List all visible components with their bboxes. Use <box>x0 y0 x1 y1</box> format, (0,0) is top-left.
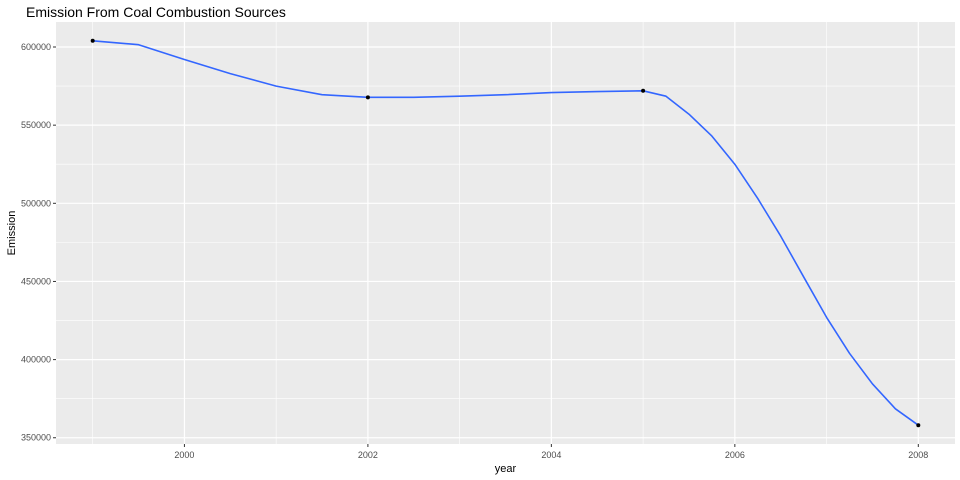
y-axis-title: Emission <box>6 211 18 256</box>
x-axis-title: year <box>495 463 517 475</box>
y-tick-label: 550000 <box>21 120 51 130</box>
y-tick-label: 450000 <box>21 276 51 286</box>
x-tick-label: 2002 <box>358 450 378 460</box>
x-tick-label: 2006 <box>725 450 745 460</box>
plot-panel <box>56 22 955 444</box>
y-tick-label: 500000 <box>21 198 51 208</box>
x-tick-label: 2004 <box>541 450 561 460</box>
minor-gridlines <box>56 22 955 444</box>
data-point <box>365 95 370 100</box>
y-tick-label: 350000 <box>21 433 51 443</box>
data-point <box>641 88 646 93</box>
x-axis-ticks: 2000 2002 2004 2006 2008 <box>174 444 928 460</box>
x-tick-label: 2008 <box>908 450 928 460</box>
x-tick-label: 2000 <box>174 450 194 460</box>
y-tick-label: 600000 <box>21 42 51 52</box>
data-points <box>90 38 921 428</box>
data-point <box>90 38 95 43</box>
y-axis-ticks: 350000 400000 450000 500000 550000 600000 <box>21 42 56 443</box>
chart-title: Emission From Coal Combustion Sources <box>26 4 286 20</box>
y-tick-label: 400000 <box>21 355 51 365</box>
data-point <box>916 423 921 428</box>
